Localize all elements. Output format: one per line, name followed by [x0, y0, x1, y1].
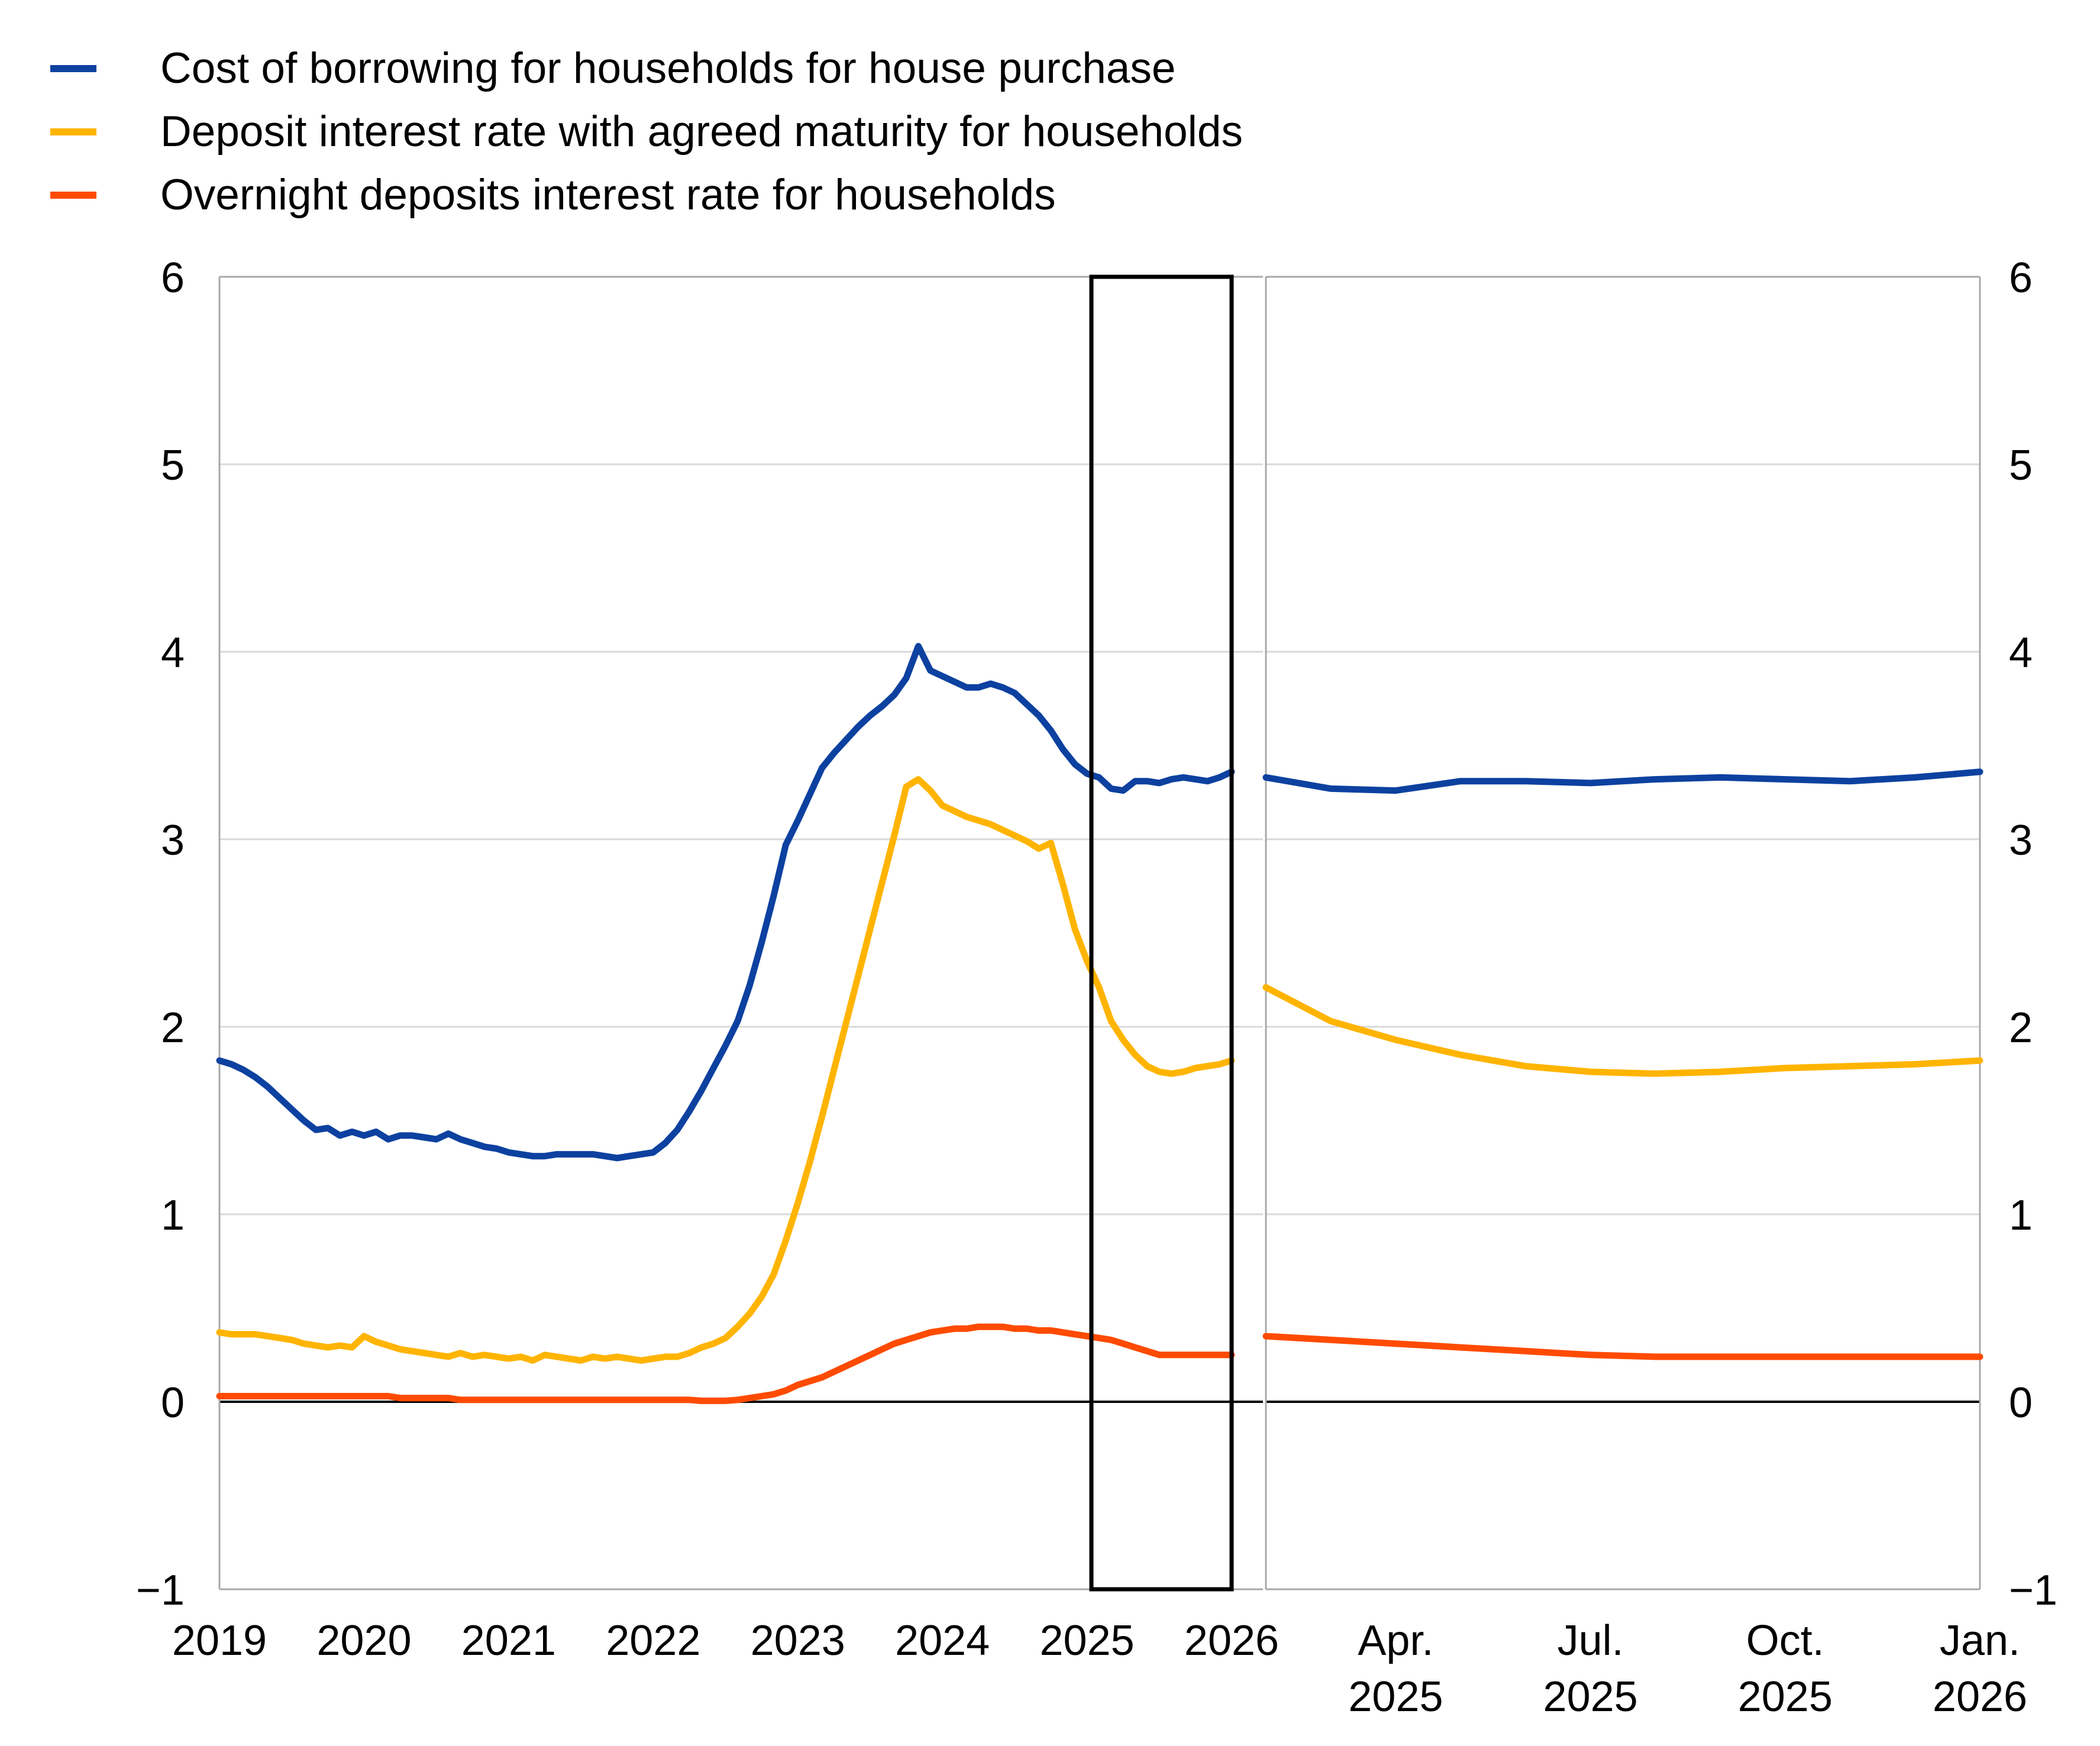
right-panel-zoom: Apr. 2025 Jul. 2025 Oct. 2025 Jan. 2026: [1262, 276, 2027, 1721]
y-axis-tick-label-right: 1: [2009, 1192, 2033, 1239]
highlight-box: [1089, 274, 1234, 1592]
legend-item-overnight-deposits: Overnight deposits interest rate for hou…: [50, 163, 1243, 227]
x-axis-tick-label: Jul.: [1558, 1617, 1624, 1664]
series-line-0: [216, 643, 1235, 1162]
y-axis-tick-label-right: 3: [2009, 817, 2033, 864]
series-line-2: [216, 1323, 1235, 1404]
y-axis-tick-label-right: 0: [2009, 1379, 2033, 1427]
y-axis-tick-label-left: 0: [161, 1379, 185, 1427]
series-line-0: [1262, 768, 1983, 794]
x-axis-tick-label: 2019: [172, 1617, 267, 1664]
series-line-1: [216, 776, 1235, 1364]
legend-item-deposit-agreed-maturity: Deposit interest rate with agreed maturi…: [50, 100, 1243, 163]
y-axis-tick-label-right: 6: [2009, 254, 2033, 302]
x-axis-tick-label: 2025: [1738, 1673, 1833, 1721]
y-axis-tick-label-right: 2: [2009, 1004, 2033, 1052]
x-axis-tick-label: Apr.: [1358, 1617, 1433, 1664]
legend-item-cost-of-borrowing: Cost of borrowing for households for hou…: [50, 37, 1243, 100]
series-line-2: [1262, 1333, 1983, 1360]
x-axis-tick-label: 2026: [1184, 1617, 1279, 1664]
y-axis-tick-label-left: 5: [161, 442, 185, 489]
y-axis-tick-label-left: −1: [136, 1567, 185, 1614]
series-line-1: [1262, 984, 1983, 1077]
legend: Cost of borrowing for households for hou…: [50, 37, 1243, 227]
x-axis-tick-label: 2023: [751, 1617, 845, 1664]
y-axis-tick-label-left: 4: [161, 629, 185, 677]
x-axis-tick-label: 2024: [895, 1617, 990, 1664]
y-axis-tick-label-right: 4: [2009, 629, 2033, 677]
x-axis-tick-label: 2021: [461, 1617, 556, 1664]
left-panel-history: 2019 2020 2021 2022 2023 2024 2025 2026: [172, 276, 1279, 1664]
legend-label: Cost of borrowing for households for hou…: [160, 44, 1176, 92]
legend-label: Deposit interest rate with agreed maturi…: [160, 108, 1243, 156]
x-axis-tick-label: 2026: [1933, 1673, 2027, 1721]
y-axis-tick-label-left: 1: [161, 1192, 185, 1239]
legend-line-swatch-red: [50, 191, 96, 199]
x-axis-tick-label: 2025: [1348, 1673, 1443, 1721]
x-axis-tick-label: 2025: [1039, 1617, 1134, 1664]
legend-line-swatch-yellow: [50, 128, 96, 135]
y-axis-tick-label-right: −1: [2009, 1567, 2057, 1614]
legend-label: Overnight deposits interest rate for hou…: [160, 171, 1056, 219]
y-axis-tick-label-right: 5: [2009, 442, 2033, 489]
x-axis-tick-label: 2025: [1543, 1673, 1638, 1721]
x-axis-tick-label: Jan.: [1940, 1617, 2020, 1664]
x-axis-tick-label: 2020: [316, 1617, 411, 1664]
x-axis-tick-label: Oct.: [1746, 1617, 1824, 1664]
y-axis-tick-label-left: 2: [161, 1004, 185, 1052]
y-axis-tick-label-left: 3: [161, 817, 185, 864]
x-axis-tick-label: 2022: [606, 1617, 700, 1664]
legend-line-swatch-blue: [50, 64, 96, 72]
y-axis-tick-label-left: 6: [161, 254, 185, 302]
